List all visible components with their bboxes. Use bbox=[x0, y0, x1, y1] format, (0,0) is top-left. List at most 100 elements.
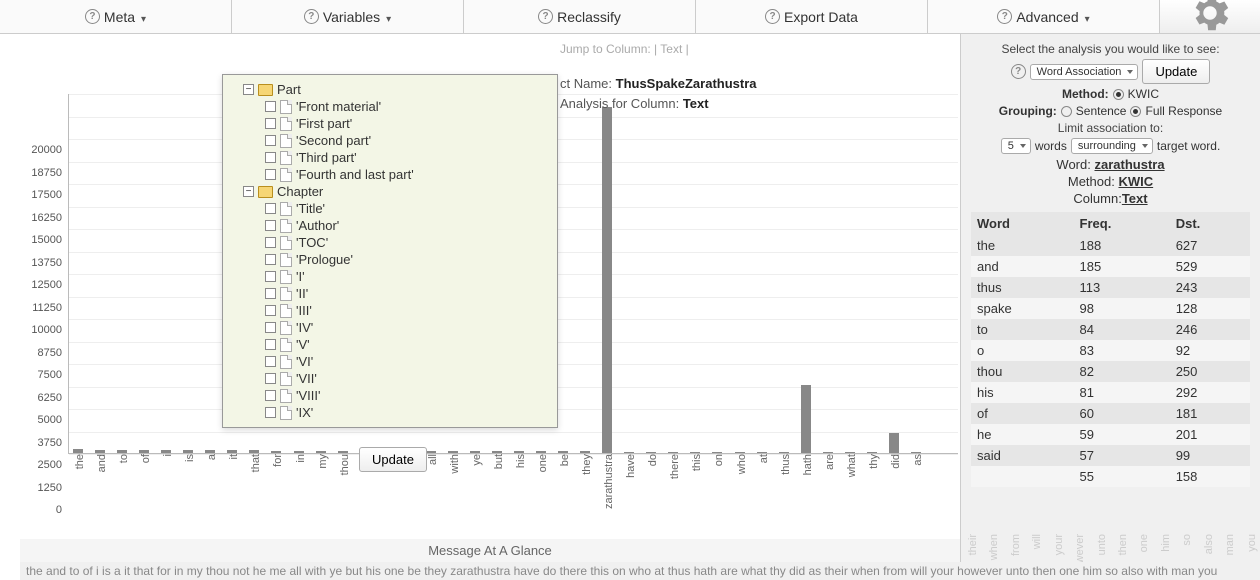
checkbox[interactable] bbox=[265, 271, 276, 282]
tree-item[interactable]: 'VII' bbox=[265, 370, 549, 387]
x-label: have bbox=[625, 454, 637, 478]
tree-item[interactable]: 'I' bbox=[265, 268, 549, 285]
help-icon[interactable]: ? bbox=[765, 9, 780, 24]
analysis-title: Select the analysis you would like to se… bbox=[971, 42, 1250, 56]
freq-table: WordFreq.Dst.the188627and185529thus11324… bbox=[971, 212, 1250, 487]
checkbox[interactable] bbox=[265, 169, 276, 180]
help-icon[interactable]: ? bbox=[538, 9, 553, 24]
x-label-ghost: unto bbox=[1096, 534, 1108, 555]
help-icon[interactable]: ? bbox=[1011, 64, 1026, 79]
x-label: who bbox=[736, 454, 748, 474]
x-label-ghost: him bbox=[1160, 534, 1172, 552]
tree-item[interactable]: 'TOC' bbox=[265, 234, 549, 251]
bar bbox=[161, 450, 171, 453]
tree-item[interactable]: 'II' bbox=[265, 285, 549, 302]
tree-item[interactable]: 'III' bbox=[265, 302, 549, 319]
tree-item[interactable]: 'VI' bbox=[265, 353, 549, 370]
analysis-update-button[interactable]: Update bbox=[1142, 59, 1210, 84]
bar bbox=[646, 452, 656, 453]
limit-n-select[interactable]: 5 bbox=[1001, 138, 1031, 154]
grouping-sentence-radio[interactable] bbox=[1061, 106, 1072, 117]
analysis-select[interactable]: Word Association bbox=[1030, 64, 1139, 80]
tree-item[interactable]: 'Third part' bbox=[265, 149, 549, 166]
tab-meta[interactable]: ?Meta bbox=[0, 0, 232, 33]
tree-item[interactable]: 'IV' bbox=[265, 319, 549, 336]
table-row: and185529 bbox=[971, 256, 1250, 277]
table-row: of60181 bbox=[971, 403, 1250, 424]
table-row: to84246 bbox=[971, 319, 1250, 340]
checkbox[interactable] bbox=[265, 101, 276, 112]
bar bbox=[801, 385, 811, 453]
tree-item[interactable]: 'IX' bbox=[265, 404, 549, 421]
bar bbox=[580, 451, 590, 453]
tree-item[interactable]: 'Fourth and last part' bbox=[265, 166, 549, 183]
tab-variables[interactable]: ?Variables bbox=[232, 0, 464, 33]
column-kv: Column:Text bbox=[971, 191, 1250, 206]
tree-group[interactable]: −Part bbox=[243, 81, 549, 98]
checkbox[interactable] bbox=[265, 288, 276, 299]
grouping-opt-full: Full Response bbox=[1145, 104, 1222, 118]
help-icon[interactable]: ? bbox=[85, 9, 100, 24]
page-icon bbox=[280, 287, 292, 301]
checkbox[interactable] bbox=[265, 339, 276, 350]
page-icon bbox=[280, 389, 292, 403]
checkbox[interactable] bbox=[265, 390, 276, 401]
page-icon bbox=[280, 134, 292, 148]
checkbox[interactable] bbox=[265, 254, 276, 265]
checkbox[interactable] bbox=[265, 356, 276, 367]
checkbox[interactable] bbox=[265, 237, 276, 248]
checkbox[interactable] bbox=[265, 152, 276, 163]
help-icon[interactable]: ? bbox=[304, 9, 319, 24]
bar bbox=[514, 451, 524, 453]
tree-item[interactable]: 'Second part' bbox=[265, 132, 549, 149]
tab-advanced[interactable]: ?Advanced bbox=[928, 0, 1160, 33]
x-label: thou bbox=[339, 454, 351, 475]
page-icon bbox=[280, 117, 292, 131]
tree-item[interactable]: 'V' bbox=[265, 336, 549, 353]
tree-item[interactable]: 'Front material' bbox=[265, 98, 549, 115]
x-label-ghost: then bbox=[1117, 534, 1129, 555]
x-label: thy bbox=[868, 454, 880, 469]
limit-pos-select[interactable]: surrounding bbox=[1071, 138, 1153, 154]
analysis-panel: Select the analysis you would like to se… bbox=[960, 34, 1260, 580]
method-label: Method: bbox=[1062, 87, 1109, 101]
tab-reclassify[interactable]: ?Reclassify bbox=[464, 0, 696, 33]
checkbox[interactable] bbox=[265, 322, 276, 333]
table-row: thou82250 bbox=[971, 361, 1250, 382]
method-kwic-radio[interactable] bbox=[1113, 89, 1124, 100]
tree-item[interactable]: 'VIII' bbox=[265, 387, 549, 404]
gear-icon bbox=[1187, 2, 1233, 32]
x-label-ghost: man bbox=[1224, 534, 1236, 555]
tab-export-data[interactable]: ?Export Data bbox=[696, 0, 928, 33]
tab-settings[interactable] bbox=[1160, 0, 1260, 33]
grouping-label: Grouping: bbox=[999, 104, 1057, 118]
page-icon bbox=[280, 355, 292, 369]
page-icon bbox=[280, 338, 292, 352]
x-label: to bbox=[118, 454, 130, 463]
grouping-full-radio[interactable] bbox=[1130, 106, 1141, 117]
checkbox[interactable] bbox=[265, 118, 276, 129]
jump-to-column: Jump to Column: | Text | bbox=[560, 42, 689, 56]
x-label: at bbox=[758, 454, 770, 463]
page-icon bbox=[280, 406, 292, 420]
checkbox[interactable] bbox=[265, 305, 276, 316]
folder-icon bbox=[258, 186, 273, 198]
bar bbox=[690, 452, 700, 453]
checkbox[interactable] bbox=[265, 407, 276, 418]
tree-item[interactable]: 'First part' bbox=[265, 115, 549, 132]
x-label-ghost: will bbox=[1031, 534, 1043, 549]
x-label: it bbox=[228, 454, 240, 460]
checkbox[interactable] bbox=[265, 373, 276, 384]
tree-update-button[interactable]: Update bbox=[359, 447, 427, 472]
tree-item[interactable]: 'Prologue' bbox=[265, 251, 549, 268]
tree-item[interactable]: 'Author' bbox=[265, 217, 549, 234]
tree-group[interactable]: −Chapter bbox=[243, 183, 549, 200]
page-icon bbox=[280, 236, 292, 250]
checkbox[interactable] bbox=[265, 203, 276, 214]
page-icon bbox=[280, 304, 292, 318]
tree-item[interactable]: 'Title' bbox=[265, 200, 549, 217]
help-icon[interactable]: ? bbox=[997, 9, 1012, 24]
checkbox[interactable] bbox=[265, 220, 276, 231]
checkbox[interactable] bbox=[265, 135, 276, 146]
bar bbox=[668, 452, 678, 453]
